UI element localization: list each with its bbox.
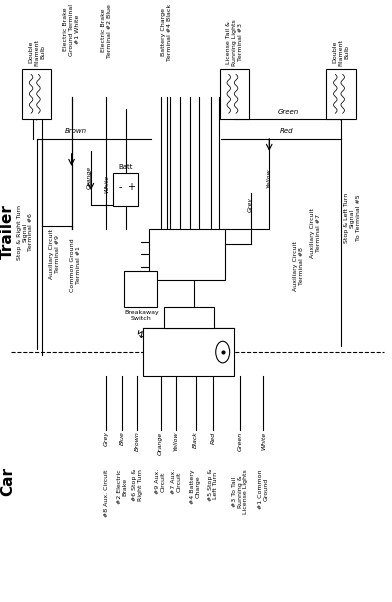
Text: Orange: Orange (158, 431, 163, 455)
Text: Green: Green (238, 431, 243, 450)
Text: White: White (104, 175, 109, 193)
Text: Grey: Grey (248, 197, 253, 213)
Text: #8 Aux. Circuit: #8 Aux. Circuit (104, 469, 109, 517)
Text: Common Ground
Terminal #1: Common Ground Terminal #1 (70, 238, 81, 291)
Text: Red: Red (280, 128, 294, 134)
Text: +: + (127, 182, 135, 192)
Text: Brown: Brown (64, 128, 87, 134)
Text: Green: Green (278, 110, 299, 116)
Text: Battery Charge
Terminal #4 Black: Battery Charge Terminal #4 Black (161, 4, 172, 61)
Text: -: - (118, 182, 122, 192)
Bar (22, 69, 51, 119)
Text: Electric Brake
Terminal #2 Blue: Electric Brake Terminal #2 Blue (101, 4, 112, 58)
Text: Grey: Grey (104, 431, 109, 447)
Text: #5 Stop &
Left Turn: #5 Stop & Left Turn (208, 469, 218, 501)
Text: #1 Common
Ground: #1 Common Ground (258, 469, 269, 509)
Text: Car: Car (0, 467, 15, 495)
Text: Black: Black (193, 431, 198, 448)
Text: #3 To Tail
Running &
License Lights: #3 To Tail Running & License Lights (232, 469, 249, 514)
Text: Batt: Batt (118, 164, 133, 170)
Text: White: White (261, 431, 266, 450)
Text: Double
Filament
Bulb: Double Filament Bulb (333, 39, 349, 66)
Text: Electric Brake
Ground Terminal
#1 White: Electric Brake Ground Terminal #1 White (63, 4, 80, 56)
Bar (149, 229, 225, 280)
Bar (164, 307, 214, 327)
Text: Orange: Orange (87, 166, 91, 190)
Text: Double
Filament
Bulb: Double Filament Bulb (28, 39, 45, 66)
Text: Blue: Blue (120, 431, 124, 445)
Text: ↯: ↯ (136, 330, 145, 340)
Text: Red: Red (211, 431, 216, 444)
Text: Stop & Right Turn
Signal
Terminal #6: Stop & Right Turn Signal Terminal #6 (17, 205, 33, 260)
Text: Yellow: Yellow (267, 168, 272, 188)
Bar (113, 173, 138, 206)
Text: #7 Aux.
Circuit: #7 Aux. Circuit (171, 469, 181, 494)
Bar (326, 69, 356, 119)
Text: License Tail &
Running Lights
Terminal #3: License Tail & Running Lights Terminal #… (226, 19, 243, 66)
Text: Auxiliary Circuit
Terminal #7: Auxiliary Circuit Terminal #7 (310, 208, 321, 258)
Bar (143, 327, 234, 376)
Text: Yellow: Yellow (174, 431, 179, 451)
Text: #2 Electric
Brake: #2 Electric Brake (116, 469, 127, 504)
Text: Auxiliary Circuit
Terminal #8: Auxiliary Circuit Terminal #8 (293, 241, 304, 291)
Text: Brown: Brown (135, 431, 140, 452)
Text: #4 Battery
Charge: #4 Battery Charge (190, 469, 201, 504)
Bar (124, 271, 157, 307)
Bar (220, 69, 249, 119)
Text: #6 Stop &
Right Turn: #6 Stop & Right Turn (132, 469, 143, 501)
Text: Breakaway
Switch: Breakaway Switch (124, 310, 159, 321)
Text: Stop & Left Turn
Signal
To Terminal #5: Stop & Left Turn Signal To Terminal #5 (344, 193, 361, 243)
Text: #9 Aux.
Circuit: #9 Aux. Circuit (155, 469, 166, 494)
Text: Trailer: Trailer (0, 205, 15, 259)
Text: Auxiliary Circuit
Terminal #9: Auxiliary Circuit Terminal #9 (49, 229, 60, 279)
